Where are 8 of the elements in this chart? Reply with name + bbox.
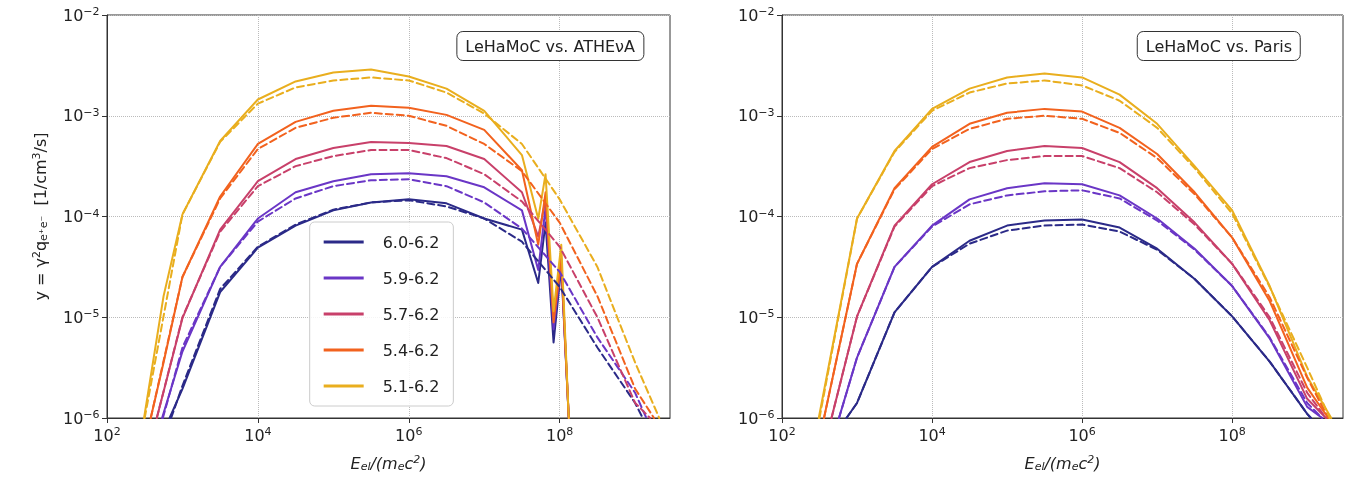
y-axis-title: y = γ2qe⁺e⁻ [1/cm3/s] bbox=[30, 132, 50, 301]
text: LeHaMoC vs. ATHEνA bbox=[465, 36, 636, 56]
legend-label: 5.9-6.2 bbox=[382, 268, 440, 288]
legend-label: 6.0-6.2 bbox=[382, 232, 440, 252]
legend-label: 5.4-6.2 bbox=[382, 340, 440, 360]
legend-label: 5.1-6.2 bbox=[382, 376, 440, 396]
text: LeHaMoC vs. Paris bbox=[1145, 36, 1292, 56]
legend-label: 5.7-6.2 bbox=[382, 304, 440, 324]
